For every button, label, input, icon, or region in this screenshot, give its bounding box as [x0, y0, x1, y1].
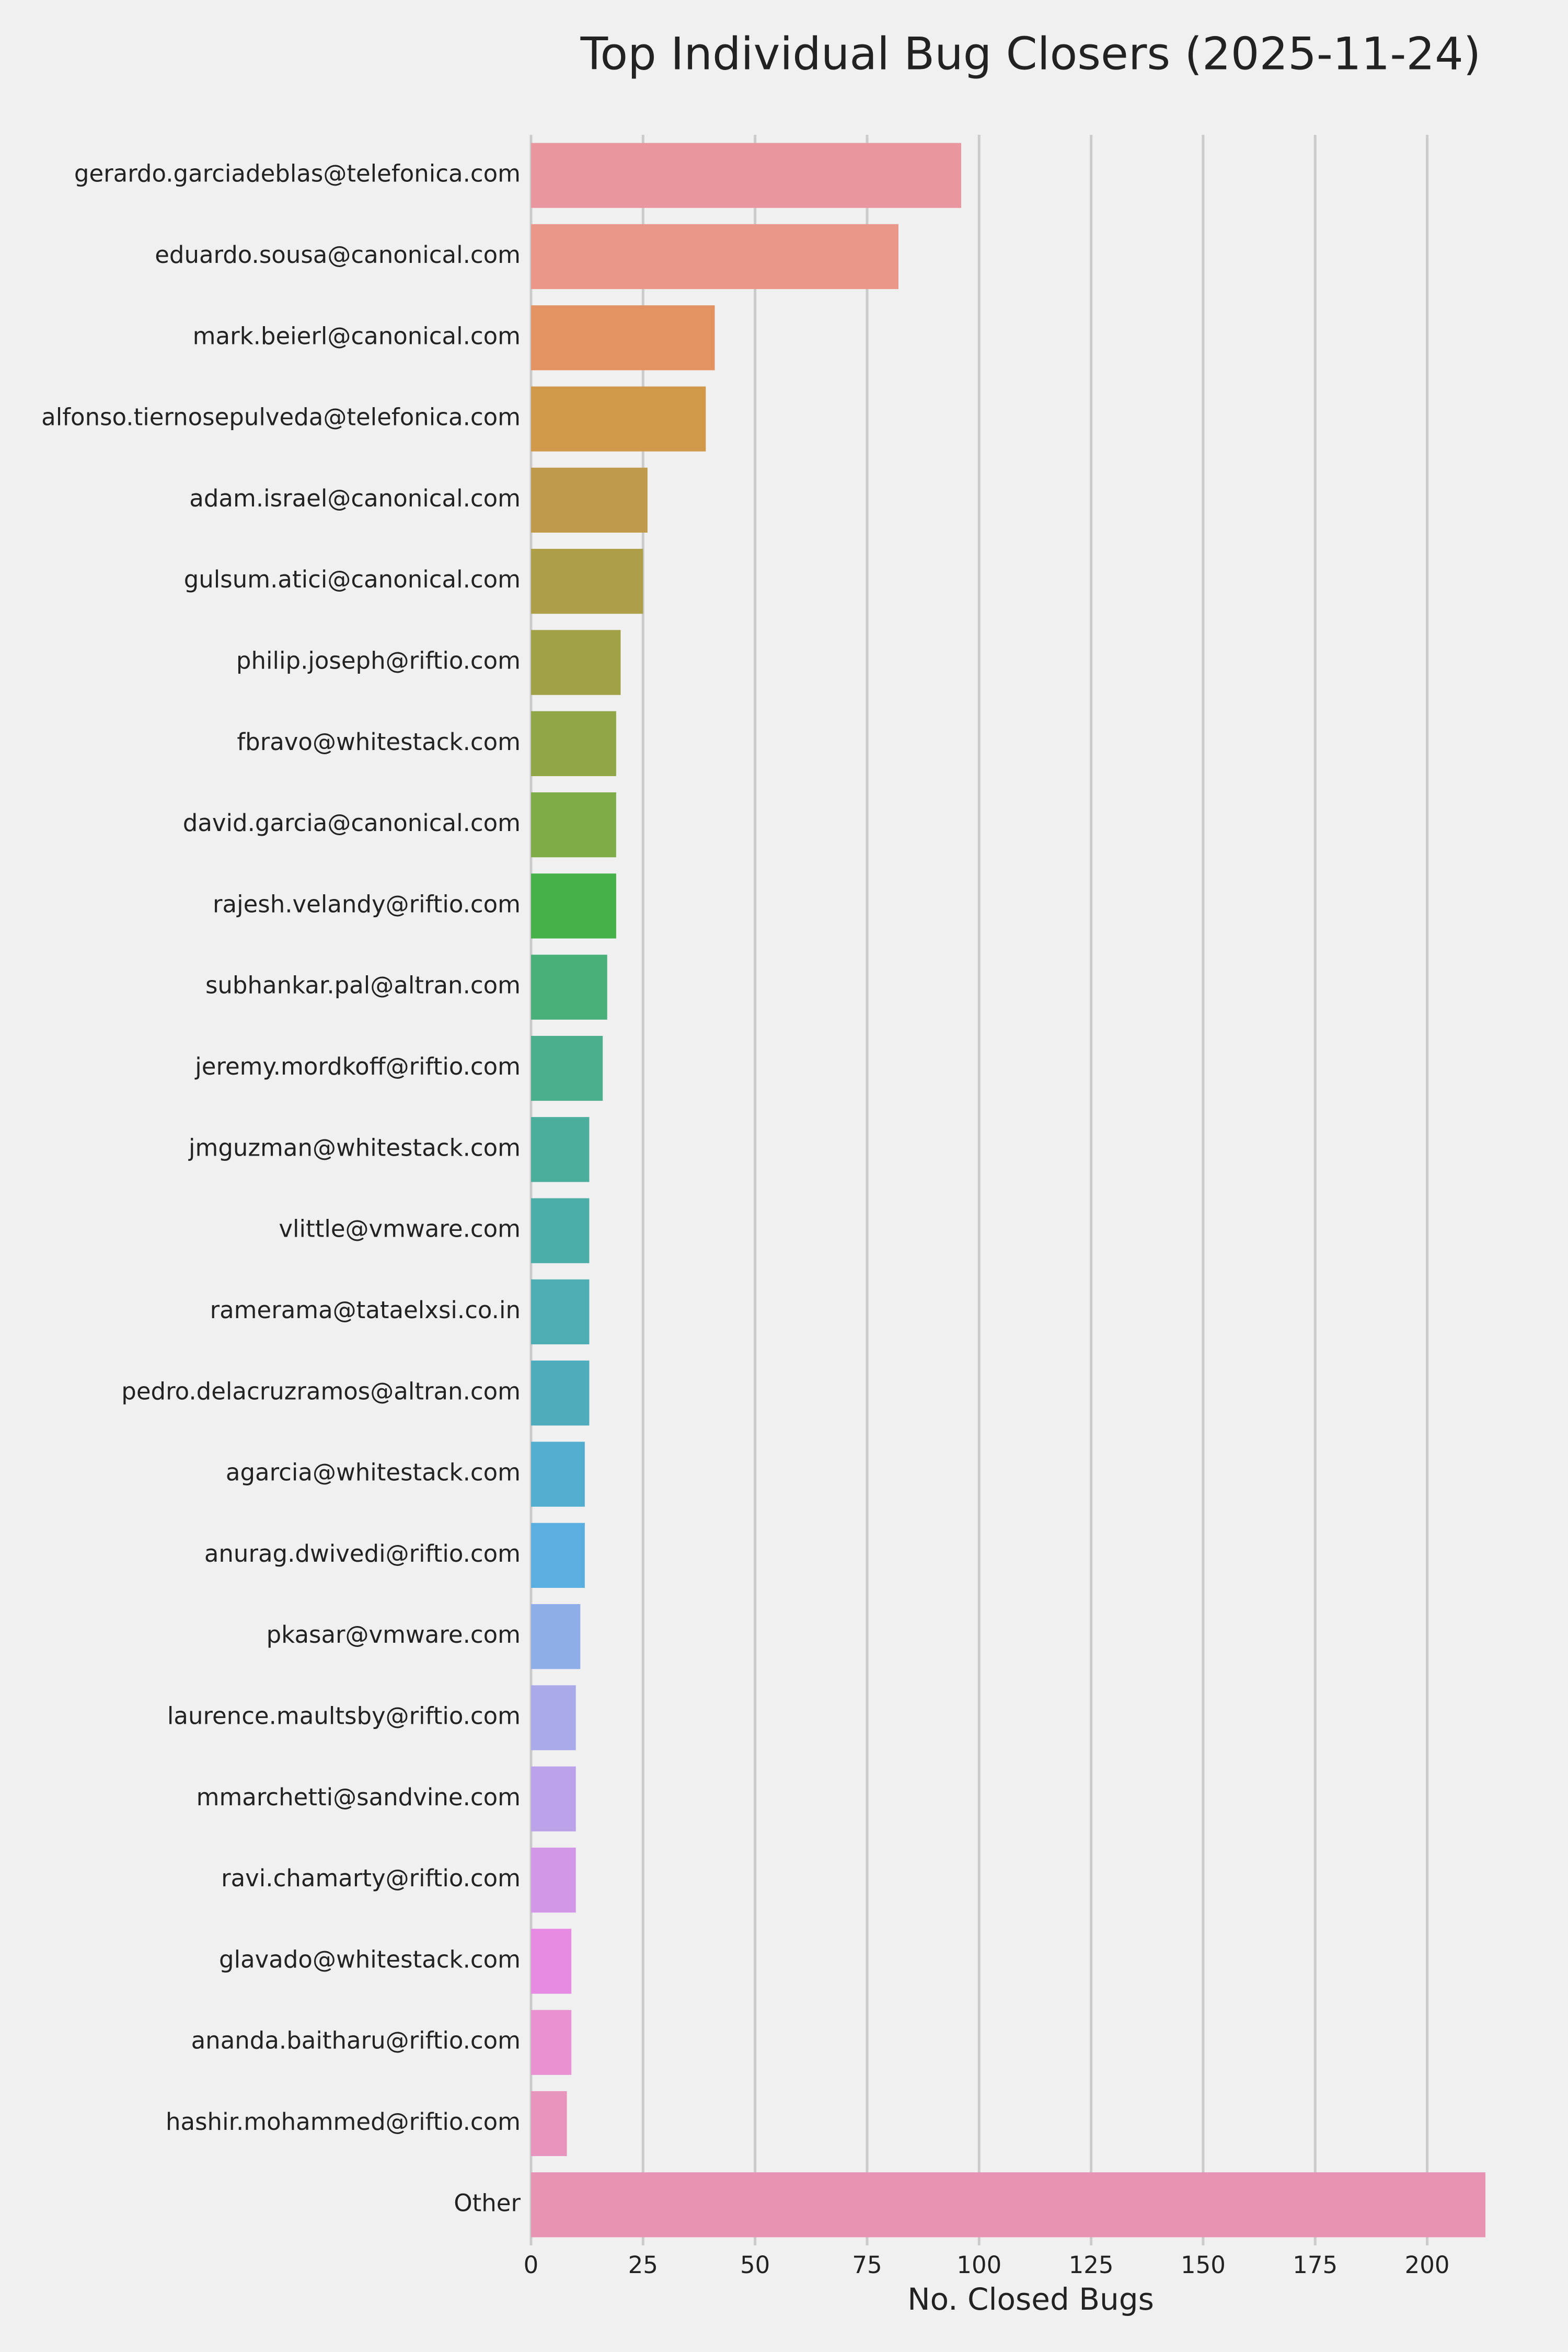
bar — [531, 873, 616, 939]
bar — [531, 792, 616, 858]
bar — [531, 143, 961, 208]
x-axis-label: No. Closed Bugs — [907, 2281, 1154, 2317]
chart-title: Top Individual Bug Closers (2025-11-24) — [580, 28, 1481, 80]
y-tick-label: jmguzman@whitestack.com — [188, 1134, 521, 1161]
x-tick-label: 200 — [1405, 2251, 1450, 2279]
bar — [531, 2091, 567, 2157]
x-tick-label: 0 — [524, 2251, 539, 2279]
x-tick-label: 100 — [956, 2251, 1001, 2279]
x-tick-label: 125 — [1069, 2251, 1114, 2279]
y-tick-label: fbravo@whitestack.com — [237, 728, 521, 756]
bar — [531, 224, 898, 290]
x-tick-label: 175 — [1293, 2251, 1338, 2279]
bar — [531, 1198, 590, 1263]
bar — [531, 467, 648, 533]
bar — [531, 2010, 572, 2075]
y-tick-label: david.garcia@canonical.com — [183, 809, 521, 837]
y-tick-label: pkasar@vmware.com — [267, 1621, 521, 1648]
bar — [531, 1361, 590, 1426]
y-tick-label: philip.joseph@riftio.com — [236, 647, 521, 675]
y-tick-label: jeremy.mordkoff@riftio.com — [194, 1053, 521, 1080]
y-tick-label: adam.israel@canonical.com — [189, 485, 521, 512]
bar — [531, 1847, 576, 1913]
y-tick-label: glavado@whitestack.com — [219, 1945, 521, 1973]
bar — [531, 1279, 590, 1345]
y-tick-label: vlittle@vmware.com — [279, 1215, 521, 1243]
y-tick-label: anurag.dwivedi@riftio.com — [204, 1540, 521, 1567]
bar — [531, 711, 616, 776]
y-tick-label: alfonso.tiernosepulveda@telefonica.com — [41, 403, 521, 431]
x-tick-label: 25 — [628, 2251, 658, 2279]
bar — [531, 1442, 585, 1507]
bar — [531, 305, 715, 371]
y-tick-label: ananda.baitharu@riftio.com — [191, 2027, 521, 2055]
y-tick-label: gulsum.atici@canonical.com — [184, 566, 521, 593]
bar — [531, 1604, 581, 1669]
bar — [531, 1929, 572, 1994]
y-tick-label: hashir.mohammed@riftio.com — [166, 2108, 521, 2136]
bar — [531, 1117, 590, 1182]
y-tick-label: gerardo.garciadeblas@telefonica.com — [74, 160, 521, 188]
bar — [531, 386, 706, 452]
bar — [531, 1685, 576, 1750]
y-tick-label: mark.beierl@canonical.com — [193, 322, 521, 350]
bar — [531, 549, 643, 614]
bar — [531, 630, 621, 695]
bar — [531, 1035, 603, 1101]
y-tick-label: subhankar.pal@altran.com — [205, 972, 521, 999]
x-tick-label: 150 — [1181, 2251, 1226, 2279]
bar — [531, 1766, 576, 1831]
y-tick-label: pedro.delacruzramos@altran.com — [121, 1377, 521, 1405]
y-tick-label: ramerama@tataelxsi.co.in — [210, 1296, 521, 1324]
y-tick-label: agarcia@whitestack.com — [226, 1459, 521, 1486]
y-tick-label: rajesh.velandy@riftio.com — [213, 890, 521, 918]
y-tick-label: ravi.chamarty@riftio.com — [221, 1864, 521, 1892]
bar — [531, 954, 607, 1020]
bar — [531, 2172, 1485, 2238]
y-tick-label: Other — [454, 2189, 521, 2217]
x-tick-label: 50 — [740, 2251, 770, 2279]
y-tick-label: mmarchetti@sandvine.com — [197, 1783, 521, 1811]
y-tick-label: eduardo.sousa@canonical.com — [155, 241, 521, 269]
bar — [531, 1523, 585, 1588]
y-tick-label: laurence.maultsby@riftio.com — [167, 1702, 521, 1730]
x-tick-label: 75 — [852, 2251, 882, 2279]
